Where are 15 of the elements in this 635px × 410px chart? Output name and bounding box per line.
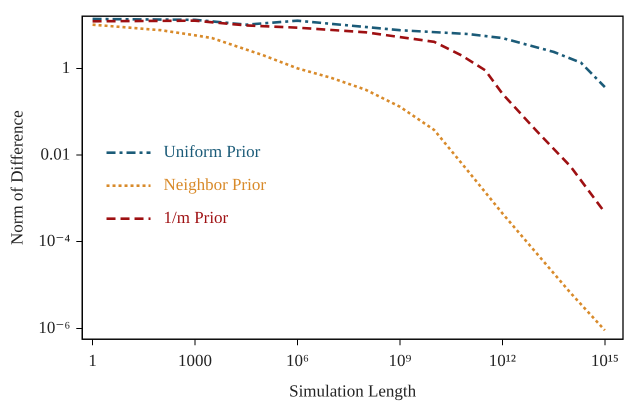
x-tick-label: 1	[88, 350, 97, 370]
legend-label: Neighbor Prior	[164, 175, 266, 194]
x-tick-label: 10¹⁵	[590, 350, 619, 370]
y-tick-label: 10⁻⁶	[38, 318, 70, 337]
legend-label: Uniform Prior	[164, 142, 261, 162]
y-tick-label: 1	[62, 58, 70, 77]
legend-label: 1/m Prior	[164, 208, 229, 228]
x-tick-label: 10¹²	[488, 350, 516, 370]
x-axis-title: Simulation Length	[289, 381, 417, 400]
x-tick-label: 10⁶	[286, 350, 310, 370]
y-axis-title: Norm of Difference	[8, 110, 27, 246]
x-tick-label: 1000	[178, 350, 212, 370]
x-tick-label: 10⁹	[388, 350, 412, 370]
y-tick-label: 10⁻⁴	[38, 231, 70, 250]
y-tick-label: 0.01	[40, 144, 70, 164]
